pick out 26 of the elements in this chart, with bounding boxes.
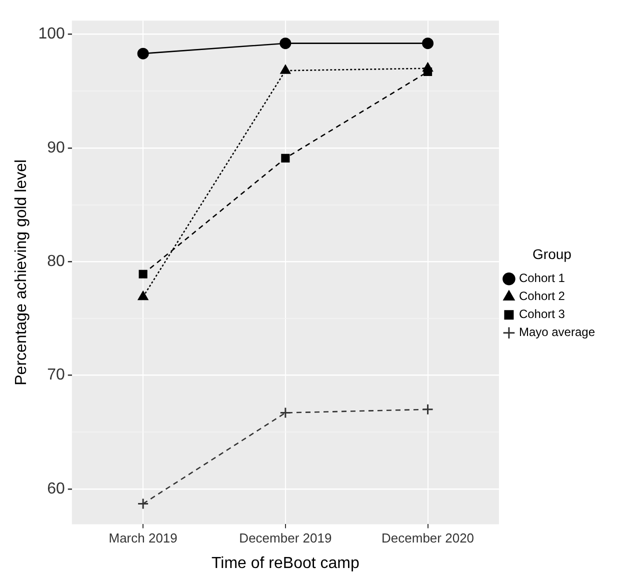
y-tick-label: 80 (47, 253, 65, 270)
legend-label: Cohort 1 (518, 271, 566, 286)
legend-label: Cohort 3 (518, 307, 566, 322)
point (422, 38, 434, 50)
point (137, 498, 149, 510)
point (280, 38, 292, 50)
x-tick-label: March 2019 (108, 530, 178, 546)
legend-title: Group (532, 246, 572, 262)
legend-label: Mayo average (518, 325, 596, 340)
point (138, 291, 148, 300)
legend-label: Cohort 2 (518, 289, 566, 304)
y-tick-label: 60 (47, 480, 65, 498)
point (137, 48, 149, 60)
x-tick-label: December 2019 (239, 530, 332, 546)
point (422, 404, 434, 416)
point (281, 154, 290, 162)
y-tick-label: 90 (47, 139, 65, 156)
point (280, 64, 291, 74)
point (280, 407, 292, 419)
y-tick-label: 100 (38, 26, 65, 43)
x-tick-label: December 2020 (382, 530, 474, 546)
x-axis-title: Time of reBoot camp (211, 554, 360, 572)
y-axis-title: Percentage achieving gold level (13, 159, 30, 386)
y-tick-label: 70 (47, 366, 65, 384)
point (138, 270, 148, 278)
point (422, 62, 433, 72)
